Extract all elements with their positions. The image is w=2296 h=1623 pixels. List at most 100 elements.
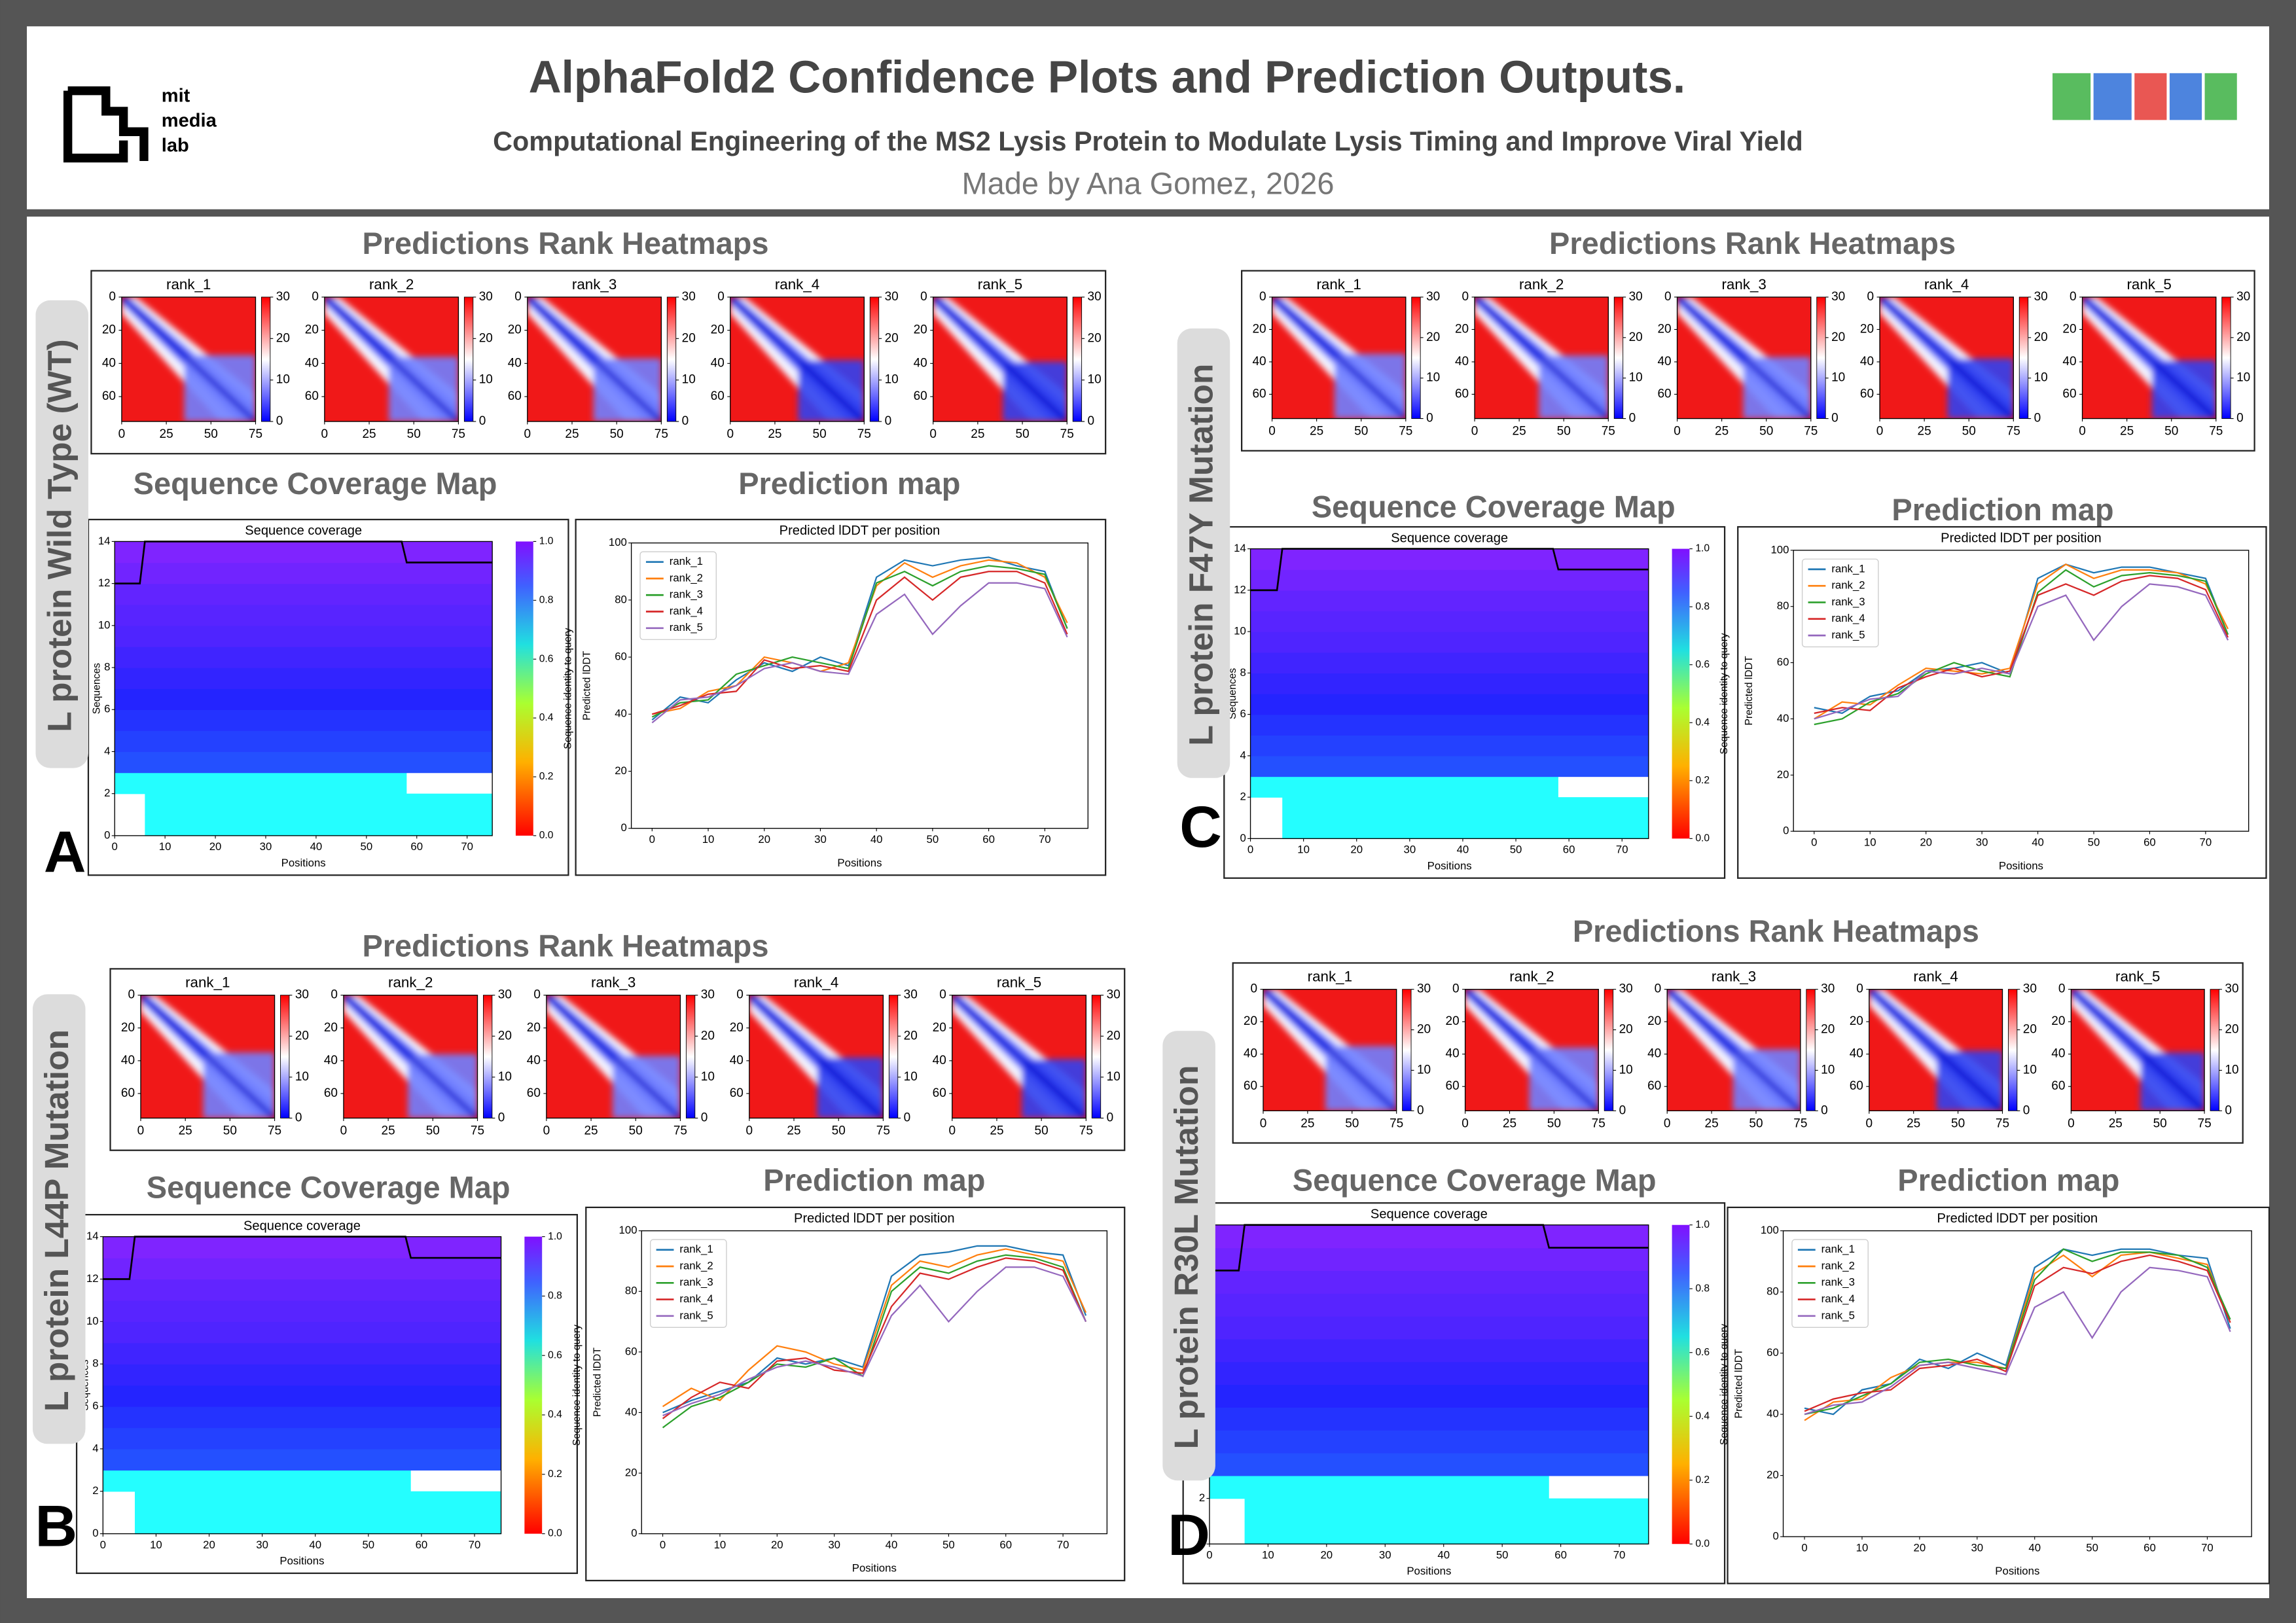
x-tick-label: 50 <box>1345 1116 1359 1130</box>
colorbar-tick-label: 0 <box>1619 1103 1626 1117</box>
y-tick-label: 40 <box>933 1054 946 1067</box>
y-tick-label: 4 <box>92 1442 98 1454</box>
heatmap-rank-title: rank_5 <box>2115 969 2160 985</box>
legend-label: rank_1 <box>1831 562 1865 575</box>
y-tick-label: 40 <box>305 356 319 370</box>
colorbar-tick-label: 0.0 <box>1695 1538 1710 1549</box>
coverage-row <box>1250 755 1649 777</box>
colorbar-tick-label: 10 <box>1831 371 1845 385</box>
heatmap-rank-title: rank_3 <box>1712 969 1756 985</box>
x-tick-label: 0 <box>1674 425 1681 438</box>
colorbar-tick-label: 0 <box>1417 1103 1424 1117</box>
y-tick-label: 60 <box>1244 1079 1257 1093</box>
heatmap-rank-title: rank_2 <box>369 276 414 293</box>
x-tick-label: 0 <box>1664 1116 1671 1130</box>
y-tick-label: 0 <box>920 290 927 304</box>
y-axis-label: Predicted lDDT <box>1744 656 1755 725</box>
heatmap-blobs <box>1880 296 2014 419</box>
panel-label-box <box>1162 1031 1215 1481</box>
legend-box <box>639 551 717 640</box>
coverage-row <box>1250 569 1649 591</box>
y-tick-label: 0 <box>331 988 338 1002</box>
colorbar-tick-label: 10 <box>885 373 899 387</box>
colorbar-tick-label: 10 <box>2023 1063 2037 1077</box>
y-tick-label: 20 <box>527 1021 541 1035</box>
lddt-line <box>1804 1248 2231 1416</box>
x-tick-label: 70 <box>1616 844 1628 856</box>
heatmap-blobs <box>952 995 1086 1118</box>
y-tick-label: 20 <box>1455 322 1469 336</box>
lddt-line <box>651 582 1068 724</box>
panel-letter: D <box>1168 1502 1210 1567</box>
heatmap-blobs <box>1475 296 1609 419</box>
heatmap-image <box>749 995 884 1118</box>
y-tick-label: 2 <box>1240 791 1246 803</box>
x-tick-label: 10 <box>1297 844 1310 856</box>
heatmap-border <box>1263 989 1397 1111</box>
y-tick-label: 60 <box>625 1345 637 1357</box>
heatmap-diag <box>2082 296 2216 419</box>
y-tick-label: 2 <box>104 787 110 799</box>
heatmap-blobs <box>1272 296 1406 419</box>
panel-label-box <box>32 994 86 1444</box>
coverage-row <box>145 814 493 836</box>
colorbar-tick-label: 1.0 <box>539 536 554 547</box>
heatmap-border <box>749 994 884 1119</box>
y-tick-label: 40 <box>1244 1047 1257 1061</box>
heatmap-diag <box>1869 989 2003 1111</box>
coverage-row <box>134 1512 501 1535</box>
x-tick-label: 50 <box>1557 425 1571 438</box>
x-tick-label: 0 <box>726 427 734 441</box>
colorbar <box>1411 296 1421 419</box>
legend-box <box>1791 1239 1869 1328</box>
x-tick-label: 0 <box>1247 844 1253 856</box>
x-tick-label: 25 <box>1907 1116 1920 1130</box>
y-tick-label: 0 <box>1664 290 1672 304</box>
heatmap-diag <box>749 995 884 1118</box>
x-tick-label: 30 <box>1379 1549 1391 1561</box>
heatmap-rank-title: rank_3 <box>591 974 636 991</box>
colorbar-tick-label: 0.4 <box>548 1409 562 1420</box>
y-tick-label: 60 <box>711 389 725 403</box>
y-tick-label: 10 <box>98 618 111 631</box>
colorbar-tick-label: 20 <box>498 1029 512 1043</box>
heatmap-blobs <box>1869 989 2003 1111</box>
colorbar-tick-label: 30 <box>1426 290 1440 304</box>
x-tick-label: 50 <box>1496 1549 1509 1561</box>
colorbar-tick-label: 0 <box>1107 1111 1114 1125</box>
y-tick-label: 80 <box>1767 1285 1779 1298</box>
x-tick-label: 50 <box>1035 1124 1049 1138</box>
colorbar-tick-label: 30 <box>904 988 918 1002</box>
x-axis-label: Positions <box>279 1555 324 1567</box>
x-tick-label: 50 <box>1759 425 1773 438</box>
x-tick-label: 10 <box>1262 1549 1274 1561</box>
colorbar-tick-label: 0 <box>1629 412 1636 425</box>
colorbar-tick-label: 0 <box>1088 414 1095 428</box>
y-tick-label: 0 <box>1856 982 1863 996</box>
y-tick-label: 0 <box>2058 982 2066 996</box>
heatmap-border <box>952 994 1087 1119</box>
colorbar-tick-label: 10 <box>1426 371 1440 385</box>
x-tick-label: 0 <box>524 427 531 441</box>
y-tick-label: 14 <box>98 535 111 547</box>
heatmap-diag <box>2071 989 2205 1111</box>
colorbar-tick-label: 0.4 <box>1695 1410 1710 1421</box>
heatmap-image <box>324 296 459 422</box>
y-tick-label: 20 <box>625 1466 637 1478</box>
x-tick-label: 25 <box>768 427 781 441</box>
colorbar-tick-label: 20 <box>2236 330 2250 344</box>
colorbar-tick-label: 20 <box>2023 1023 2037 1037</box>
coverage-row <box>103 1470 411 1492</box>
x-tick-label: 50 <box>2164 425 2178 438</box>
y-tick-label: 12 <box>86 1272 99 1285</box>
section-title: Predictions Rank Heatmaps <box>362 226 768 260</box>
y-tick-label: 6 <box>1240 707 1246 720</box>
x-tick-label: 70 <box>461 840 473 853</box>
colorbar-tick-label: 20 <box>885 331 899 345</box>
legend-label: rank_3 <box>1831 596 1865 608</box>
coverage-row <box>1250 693 1649 715</box>
x-tick-label: 25 <box>2120 425 2134 438</box>
x-tick-label: 20 <box>771 1539 783 1551</box>
legend-label: rank_1 <box>679 1243 713 1255</box>
y-axis-label: Predicted lDDT <box>582 651 593 720</box>
